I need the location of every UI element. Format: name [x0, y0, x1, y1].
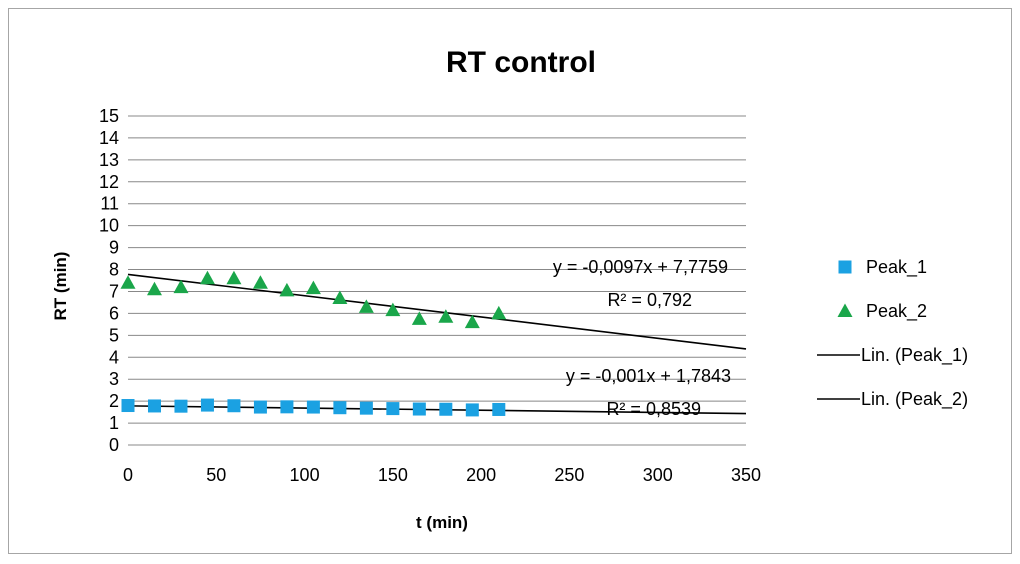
trendline-r2-peak-2: R² = 0,792 — [607, 290, 692, 310]
x-tick-label: 100 — [290, 465, 320, 485]
y-tick-label: 8 — [109, 260, 119, 280]
chart-title: RT control — [446, 46, 596, 79]
trendline-equation-peak-2: y = -0,0097x + 7,7759 — [553, 257, 728, 277]
data-point-peak-2 — [279, 282, 295, 297]
data-point-peak-1 — [412, 402, 426, 416]
legend-label: Peak_2 — [866, 301, 927, 322]
x-tick-label: 0 — [123, 465, 133, 485]
data-point-peak-2 — [385, 302, 401, 317]
y-tick-label: 6 — [109, 303, 119, 323]
legend-label: Lin. (Peak_2) — [861, 389, 968, 410]
trendline-r2-peak-1: R² = 0,8539 — [606, 399, 701, 419]
legend-label: Peak_1 — [866, 257, 927, 278]
data-point-peak-1 — [465, 403, 479, 417]
y-tick-label: 3 — [109, 369, 119, 389]
y-tick-label: 9 — [109, 238, 119, 258]
data-point-peak-1 — [174, 399, 188, 413]
data-point-peak-1 — [121, 399, 135, 413]
data-point-peak-1 — [280, 400, 294, 414]
data-point-peak-1 — [306, 400, 320, 414]
y-tick-label: 1 — [109, 413, 119, 433]
grid-lines — [128, 115, 746, 446]
y-tick-label: 12 — [99, 172, 119, 192]
y-tick-label: 13 — [99, 150, 119, 170]
data-point-peak-2 — [411, 311, 427, 325]
data-point-peak-2 — [332, 290, 348, 305]
trendline-labels: y = -0,0097x + 7,7759 R² = 0,792 y = -0,… — [553, 257, 731, 419]
data-point-peak-1 — [359, 401, 373, 415]
x-tick-labels: 0 50 100 150 200 250 300 350 — [123, 465, 761, 485]
data-point-peak-1 — [492, 402, 506, 416]
data-point-peak-1 — [386, 402, 400, 416]
y-tick-label: 14 — [99, 128, 119, 148]
y-tick-label: 5 — [109, 325, 119, 345]
y-tick-label: 10 — [99, 216, 119, 236]
legend-marker-peak-1 — [838, 260, 852, 274]
x-tick-label: 250 — [554, 465, 584, 485]
data-point-peak-2 — [464, 314, 480, 329]
y-tick-label: 2 — [109, 391, 119, 411]
data-point-peak-2 — [491, 305, 507, 320]
data-point-peak-1 — [439, 402, 453, 416]
legend-marker-peak-2 — [837, 303, 853, 317]
data-point-peak-2 — [173, 279, 189, 294]
data-points — [120, 270, 507, 417]
y-tick-label: 7 — [109, 281, 119, 301]
x-axis-title: t (min) — [416, 513, 468, 532]
x-tick-label: 300 — [643, 465, 673, 485]
x-tick-label: 350 — [731, 465, 761, 485]
y-tick-label: 15 — [99, 106, 119, 126]
chart-frame: RT control 0 1 2 3 4 5 6 7 8 9 10 11 12 13 14 15 0 50 100… — [8, 8, 1012, 554]
data-point-peak-1 — [333, 401, 347, 415]
data-point-peak-2 — [305, 280, 321, 295]
x-tick-label: 50 — [206, 465, 226, 485]
data-point-peak-2 — [199, 270, 215, 285]
y-axis-title: RT (min) — [51, 252, 70, 321]
data-point-peak-2 — [252, 275, 268, 289]
data-point-peak-1 — [253, 400, 267, 414]
data-point-peak-2 — [146, 281, 162, 296]
legend-label: Lin. (Peak_1) — [861, 345, 968, 366]
x-tick-label: 200 — [466, 465, 496, 485]
data-point-peak-2 — [120, 275, 136, 289]
x-tick-label: 150 — [378, 465, 408, 485]
data-point-peak-2 — [438, 309, 454, 323]
data-point-peak-1 — [147, 399, 161, 413]
trendline-equation-peak-1: y = -0,001x + 1,7843 — [566, 366, 731, 386]
data-point-peak-2 — [358, 299, 374, 313]
legend: Peak_1 Peak_2 Lin. (Peak_1) Lin. (Peak_2) — [817, 257, 968, 410]
trendline-peak-2 — [127, 273, 747, 350]
data-point-peak-1 — [200, 398, 214, 412]
y-tick-label: 11 — [100, 194, 119, 214]
y-tick-label: 4 — [109, 347, 119, 367]
data-point-peak-1 — [227, 399, 241, 413]
data-point-peak-2 — [226, 270, 242, 285]
y-tick-label: 0 — [109, 435, 119, 455]
